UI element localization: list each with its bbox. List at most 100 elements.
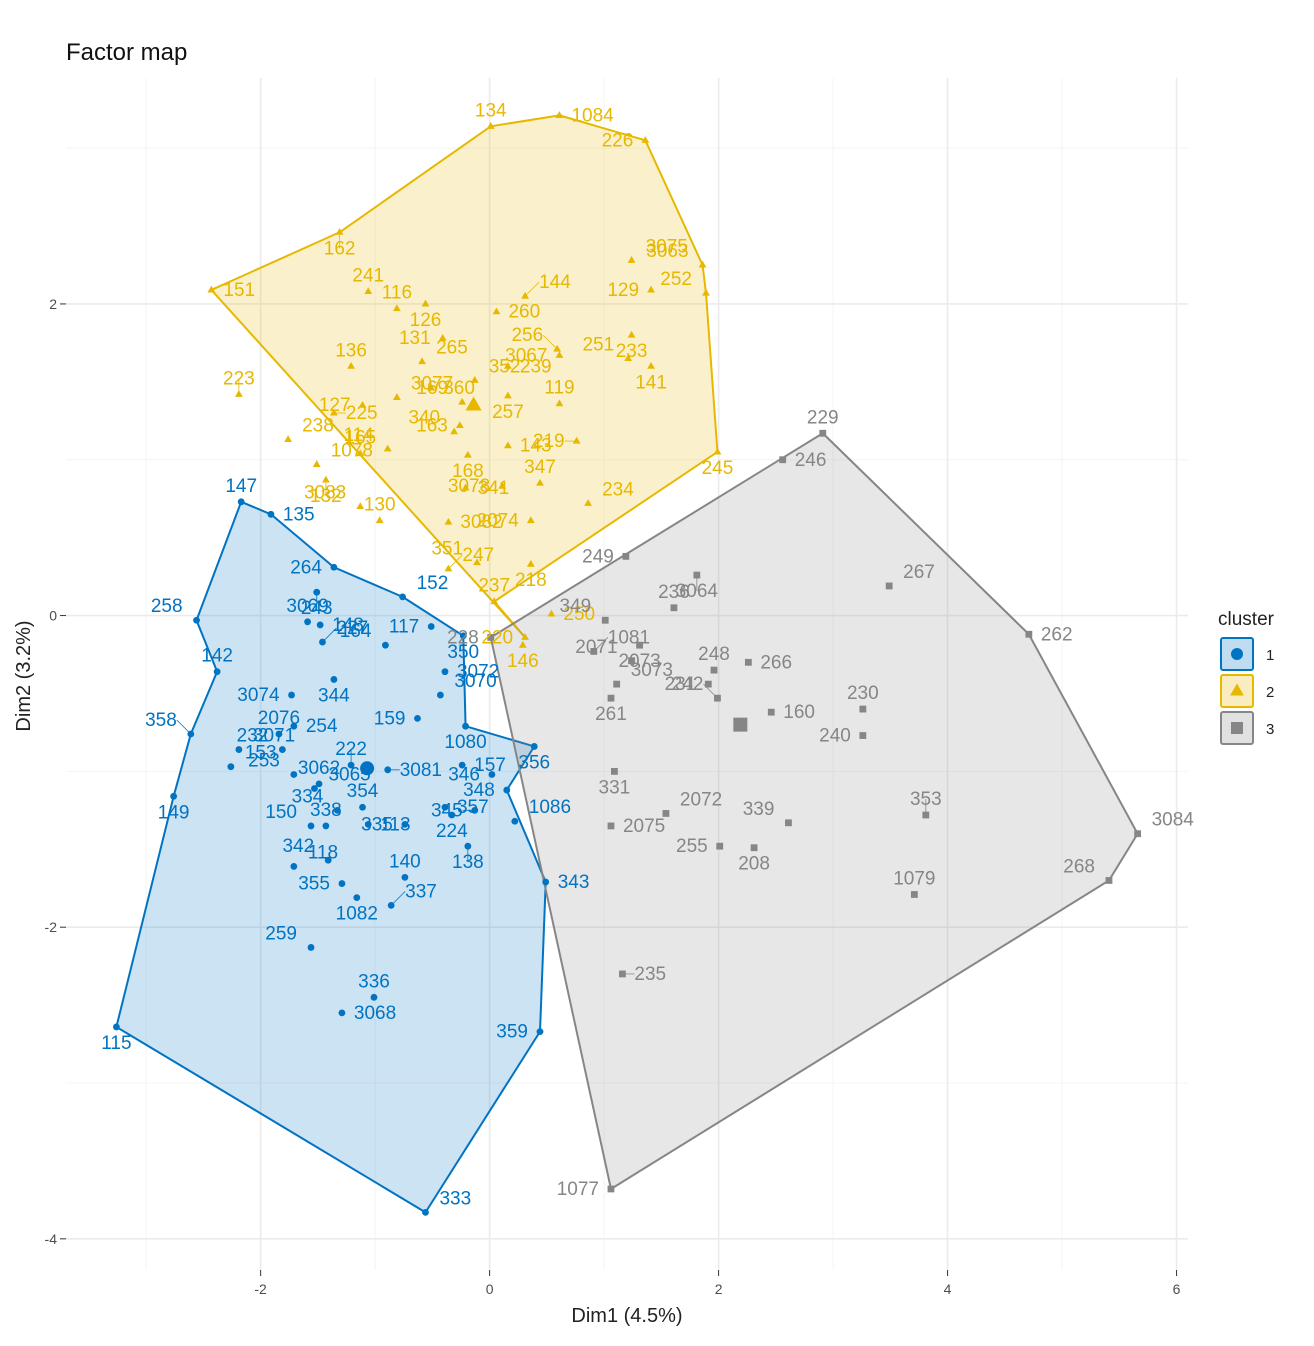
point-label: 341 xyxy=(478,478,510,499)
cluster-1-point xyxy=(330,563,338,571)
cluster-1-point xyxy=(488,771,496,778)
point-label: 261 xyxy=(595,704,627,725)
legend-symbol-3 xyxy=(1231,722,1243,734)
point-label: 344 xyxy=(318,685,350,706)
point-label: 260 xyxy=(508,302,540,323)
point-label: 126 xyxy=(410,310,442,331)
cluster-1-point xyxy=(436,691,444,699)
cluster-3-point xyxy=(607,1185,615,1193)
point-label: 3081 xyxy=(400,760,442,781)
cluster-1-point xyxy=(471,806,479,814)
point-label: 358 xyxy=(145,710,177,731)
point-label: 347 xyxy=(524,457,556,478)
point-label: 2075 xyxy=(623,816,665,837)
point-label: 117 xyxy=(389,616,419,637)
cluster-2-point xyxy=(427,383,436,391)
cluster-1-point xyxy=(382,641,389,649)
cluster-2-point xyxy=(584,499,592,506)
point-label: 130 xyxy=(364,495,396,516)
point-label: 3074 xyxy=(237,685,280,706)
point-label: 134 xyxy=(475,100,507,121)
point-label: 247 xyxy=(462,545,494,566)
cluster-2-point xyxy=(647,362,655,369)
cluster-1-point xyxy=(235,746,243,753)
cluster-3-point xyxy=(613,680,621,688)
cluster-1-point xyxy=(290,771,298,778)
cluster-hulls xyxy=(115,114,1139,1214)
cluster-2-point xyxy=(421,299,430,307)
cluster-1-point xyxy=(364,820,372,828)
cluster-1-point xyxy=(401,820,409,828)
cluster-2-point xyxy=(444,564,453,572)
point-label: 144 xyxy=(539,272,571,293)
x-tick-label: 0 xyxy=(486,1281,494,1297)
point-label: 138 xyxy=(452,852,484,873)
point-label: 357 xyxy=(457,797,489,818)
legend-label-2: 2 xyxy=(1266,684,1274,701)
point-label: 230 xyxy=(847,683,879,704)
cluster-1-point xyxy=(187,730,195,738)
cluster-2-point xyxy=(698,260,707,268)
point-label: 3067 xyxy=(505,345,547,366)
point-label: 3071 xyxy=(253,726,295,747)
point-label: 1077 xyxy=(557,1179,599,1200)
cluster-1-point xyxy=(542,878,550,886)
point-label: 2071 xyxy=(575,637,617,658)
cluster-3-point xyxy=(714,694,721,702)
point-label: 218 xyxy=(515,570,547,591)
point-label: 236 xyxy=(658,582,690,603)
cluster-3-point xyxy=(716,842,724,850)
cluster-1-point xyxy=(319,638,326,646)
cluster-1-point xyxy=(353,894,361,901)
point-label: 354 xyxy=(347,781,379,802)
cluster-3-point xyxy=(859,705,867,713)
point-label: 337 xyxy=(405,881,437,902)
y-tick-label: -2 xyxy=(45,919,58,935)
y-tick-label: 0 xyxy=(49,608,57,624)
cluster-2-point xyxy=(461,483,470,491)
cluster-1-point xyxy=(307,944,315,951)
cluster-2-point xyxy=(555,351,564,358)
point-label: 268 xyxy=(1063,856,1095,877)
point-label: 239 xyxy=(520,356,552,377)
y-axis: -4 -2 0 2 xyxy=(45,296,66,1247)
cluster-3-point xyxy=(487,633,495,641)
point-label: 331 xyxy=(599,777,631,798)
point-label: 169 xyxy=(416,378,448,399)
point-label: 264 xyxy=(290,557,322,578)
cluster-3-point xyxy=(885,582,893,590)
cluster-1-point xyxy=(359,803,366,811)
point-label: 153 xyxy=(245,743,277,764)
x-axis-title: Dim1 (4.5%) xyxy=(571,1305,682,1327)
point-label: 3084 xyxy=(1152,810,1195,831)
cluster-3-point xyxy=(785,819,792,827)
point-label: 163 xyxy=(416,415,448,436)
cluster-1-point xyxy=(370,993,378,1001)
leader-line xyxy=(448,554,463,570)
point-label: 228 xyxy=(447,627,479,648)
cluster-3-point xyxy=(636,641,643,649)
cluster-3-point xyxy=(590,648,598,655)
cluster-2-point xyxy=(347,362,355,369)
y-tick-label: -4 xyxy=(45,1231,58,1247)
cluster-2-point xyxy=(490,597,499,605)
point-label: 346 xyxy=(448,765,480,786)
cluster-2-point xyxy=(356,502,365,510)
point-label: 353 xyxy=(910,789,942,810)
point-label: 165 xyxy=(344,428,376,449)
cluster-2-point xyxy=(504,362,512,369)
cluster-1-point xyxy=(401,873,409,881)
point-label: 249 xyxy=(582,546,614,567)
cluster-2-point xyxy=(486,122,495,129)
cluster-2-point xyxy=(321,475,330,483)
point-label: 334 xyxy=(292,786,324,807)
cluster-2-point xyxy=(458,397,467,405)
cluster-2-point xyxy=(234,390,243,397)
point-label: 160 xyxy=(783,702,815,723)
legend: cluster 1 2 3 xyxy=(1218,609,1275,745)
cluster-2-point xyxy=(463,450,472,458)
cluster-3-point xyxy=(750,844,758,852)
cluster-1-point xyxy=(338,1009,346,1017)
